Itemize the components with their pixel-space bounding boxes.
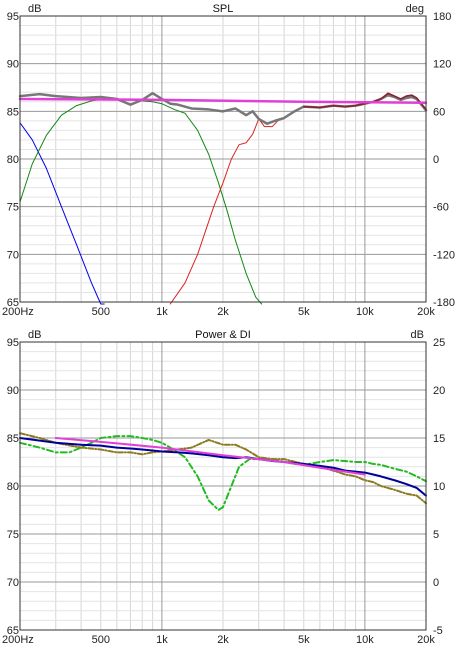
chart0-series-4-line — [302, 92, 427, 111]
chart1-plot-frame — [19, 341, 427, 631]
chart1-ytick-right: 10 — [433, 481, 445, 493]
chart1-xtick: 10k — [356, 634, 374, 646]
chart0-ytick-right: -120 — [433, 249, 455, 261]
chart1-ytick-right: 15 — [433, 433, 445, 445]
chart0-series-1-line — [19, 98, 263, 305]
chart0-ytick-right: 60 — [433, 106, 445, 118]
chart0-series-2-line — [169, 118, 281, 305]
chart1-ytick-right: -5 — [433, 625, 443, 637]
chart1-series-1-line — [19, 432, 427, 505]
chart1-xtick: 5k — [298, 634, 310, 646]
chart0-ytick-left: 95 — [7, 11, 19, 23]
chart0-ytick-right: -60 — [433, 202, 449, 214]
chart1-ytick-left: 95 — [7, 337, 19, 349]
chart0-plot-frame — [19, 15, 427, 303]
chart0-ytick-left: 80 — [7, 154, 19, 166]
chart0-ytick-left: 70 — [7, 249, 19, 261]
chart1-ytick-left: 75 — [7, 529, 19, 541]
chart1-series-3-line — [54, 437, 366, 476]
chart0-ytick-right: 0 — [433, 154, 439, 166]
chart0-ytick-left: 85 — [7, 106, 19, 118]
chart0-xtick: 5k — [298, 306, 310, 318]
chart0-ylabel-right: deg — [406, 3, 424, 15]
chart0-series-3-line — [18, 91, 428, 125]
chart1-series-0-line — [19, 435, 427, 511]
chart0-ytick-right: 180 — [433, 11, 451, 23]
chart1-group: Power & DI dB dB 65 70 75 80 85 90 95 -5 0 5 10 15 20 25… — [2, 329, 445, 646]
chart0-ytick-left: 75 — [7, 202, 19, 214]
chart1-xtick: 2k — [217, 634, 229, 646]
chart0-ytick-left: 90 — [7, 59, 19, 71]
chart1-title: Power & DI — [195, 329, 251, 341]
chart0-series-0-line — [19, 122, 105, 305]
chart0-ytick-left: 65 — [7, 297, 19, 309]
chart1-ylabel-right: dB — [411, 329, 424, 341]
chart0-ytick-right: -180 — [433, 297, 455, 309]
chart1-xtick: 500 — [92, 634, 110, 646]
chart0-xtick: 20k — [417, 306, 435, 318]
chart1-ylabel-left: dB — [28, 329, 41, 341]
chart0-xtick: 1k — [156, 306, 168, 318]
chart1-xtick: 200Hz — [2, 634, 34, 646]
chart1-ytick-left: 70 — [7, 577, 19, 589]
chart0-group: SPL dB deg 65 70 75 80 85 90 95 -180 -120 -60 0 60 120 1… — [2, 3, 455, 318]
chart0-xtick: 200Hz — [2, 306, 34, 318]
chart1-ytick-left: 90 — [7, 385, 19, 397]
chart0-series-5-line — [18, 97, 428, 104]
chart1-ytick-left: 85 — [7, 433, 19, 445]
chart1-xtick: 20k — [417, 634, 435, 646]
chart1-ytick-right: 5 — [433, 529, 439, 541]
chart1-xtick: 1k — [156, 634, 168, 646]
chart1-ytick-right: 0 — [433, 577, 439, 589]
chart1-ytick-left: 65 — [7, 625, 19, 637]
chart1-ytick-right: 20 — [433, 385, 445, 397]
chart0-xtick: 2k — [217, 306, 229, 318]
chart0-ylabel-left: dB — [28, 3, 41, 15]
chart0-xtick: 500 — [92, 306, 110, 318]
chart0-ytick-right: 120 — [433, 59, 451, 71]
chart1-ytick-right: 25 — [433, 337, 445, 349]
chart0-title: SPL — [213, 3, 234, 15]
chart1-ytick-left: 80 — [7, 481, 19, 493]
chart0-xtick: 10k — [356, 306, 374, 318]
